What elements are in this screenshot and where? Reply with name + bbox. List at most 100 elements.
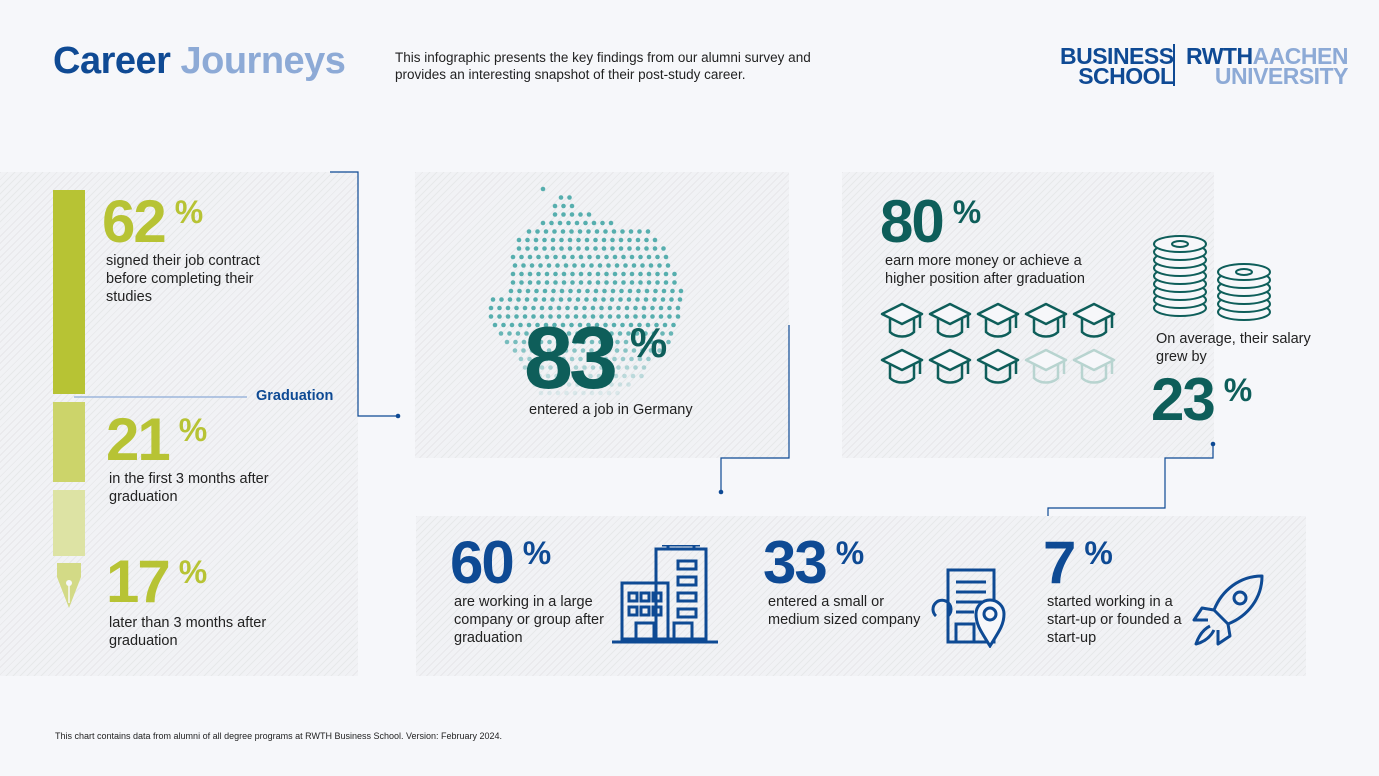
map-dot xyxy=(594,322,600,328)
map-dot xyxy=(595,271,601,277)
map-dot xyxy=(616,314,621,319)
map-dot xyxy=(622,373,627,379)
map-dot xyxy=(621,254,626,260)
map-dot xyxy=(597,348,603,353)
map-dot xyxy=(525,288,531,294)
map-dot xyxy=(519,271,524,277)
pen-nib-icon xyxy=(57,563,81,608)
map-dot xyxy=(660,331,665,336)
map-dot xyxy=(524,297,530,302)
map-dot xyxy=(538,348,543,353)
map-dot xyxy=(598,339,603,345)
map-dot xyxy=(589,390,595,396)
stat-21-text: in the first 3 months after graduation xyxy=(109,471,269,505)
intro-text: This infographic presents the key findin… xyxy=(395,50,811,82)
map-dot xyxy=(621,271,626,277)
graduation-cap-icon xyxy=(1024,302,1068,338)
percent-sign: % xyxy=(522,535,551,571)
map-dot xyxy=(627,237,632,243)
map-dot xyxy=(657,348,662,353)
map-dot xyxy=(550,246,556,251)
map-dot xyxy=(646,280,652,285)
map-dot xyxy=(649,339,654,345)
map-dot xyxy=(620,322,625,328)
stat-number: 83 xyxy=(524,308,618,407)
map-dot xyxy=(561,280,567,285)
map-dot xyxy=(618,246,624,251)
map-dot xyxy=(514,305,519,311)
map-dot xyxy=(606,263,611,268)
map-dot xyxy=(561,254,567,260)
logo-line: RWTH xyxy=(1186,43,1253,69)
map-dot xyxy=(600,382,606,387)
map-dot xyxy=(597,263,603,268)
map-dot xyxy=(578,212,583,217)
map-dot xyxy=(558,195,564,200)
map-dot xyxy=(606,339,612,345)
map-dot xyxy=(547,390,552,396)
map-dot xyxy=(666,339,671,345)
stat-number: 60 xyxy=(450,529,515,596)
map-dot xyxy=(552,229,557,234)
map-dot xyxy=(550,237,556,243)
map-dot xyxy=(646,271,652,277)
map-dot xyxy=(640,348,645,353)
map-dot xyxy=(530,339,535,345)
map-dot xyxy=(534,288,539,294)
map-dot xyxy=(544,280,550,285)
graduation-cap-icon xyxy=(928,348,972,384)
map-dot xyxy=(548,305,553,311)
map-dot xyxy=(548,365,553,370)
graduation-cap-empty-icon xyxy=(1072,348,1116,384)
graduation-cap-icon xyxy=(1072,302,1116,338)
map-dot xyxy=(604,271,609,277)
map-dot xyxy=(644,246,649,251)
map-dot xyxy=(619,288,624,294)
map-dot xyxy=(504,339,510,345)
logo-line: UNIVERSITY xyxy=(1214,63,1349,89)
stat-number: 33 xyxy=(763,529,828,596)
map-dot xyxy=(518,322,523,328)
stat-number: 21 xyxy=(106,406,171,473)
map-dot xyxy=(567,297,572,302)
map-dot xyxy=(513,339,518,345)
map-dot xyxy=(602,288,607,294)
map-dot xyxy=(542,237,547,243)
map-dot xyxy=(648,263,654,268)
map-dot xyxy=(516,237,522,243)
map-dot xyxy=(551,288,556,294)
map-dot xyxy=(600,220,605,226)
map-dot xyxy=(609,297,615,302)
map-dot xyxy=(558,297,564,302)
map-dot xyxy=(570,254,575,260)
stat-number: 62 xyxy=(102,188,167,255)
map-dot xyxy=(535,356,541,362)
map-dot xyxy=(538,263,543,268)
logo-divider xyxy=(1173,44,1175,86)
map-dot xyxy=(536,254,541,260)
map-dot xyxy=(576,288,582,294)
map-dot xyxy=(543,229,549,234)
map-dot xyxy=(607,365,613,370)
title-word-1: Career xyxy=(53,40,171,82)
map-dot xyxy=(508,288,514,294)
map-dot xyxy=(554,373,559,379)
stat-17-value: 17% xyxy=(106,552,207,612)
map-dot xyxy=(635,246,641,251)
map-dot xyxy=(563,348,569,353)
map-dot xyxy=(638,271,643,277)
map-dot xyxy=(545,373,551,379)
logo-rwth: RWTHAACHEN UNIVERSITY xyxy=(1186,43,1349,89)
map-dot xyxy=(535,322,540,328)
map-dot xyxy=(526,229,532,234)
map-dot xyxy=(586,229,591,234)
map-dot xyxy=(586,212,592,217)
map-dot xyxy=(512,348,518,353)
map-dot xyxy=(533,237,539,243)
map-dot xyxy=(615,339,620,345)
stat-80-value: 80% xyxy=(880,192,981,252)
rocket-icon xyxy=(1192,574,1264,646)
map-dot xyxy=(561,203,566,209)
map-dot xyxy=(556,314,562,319)
map-dot xyxy=(609,382,614,387)
